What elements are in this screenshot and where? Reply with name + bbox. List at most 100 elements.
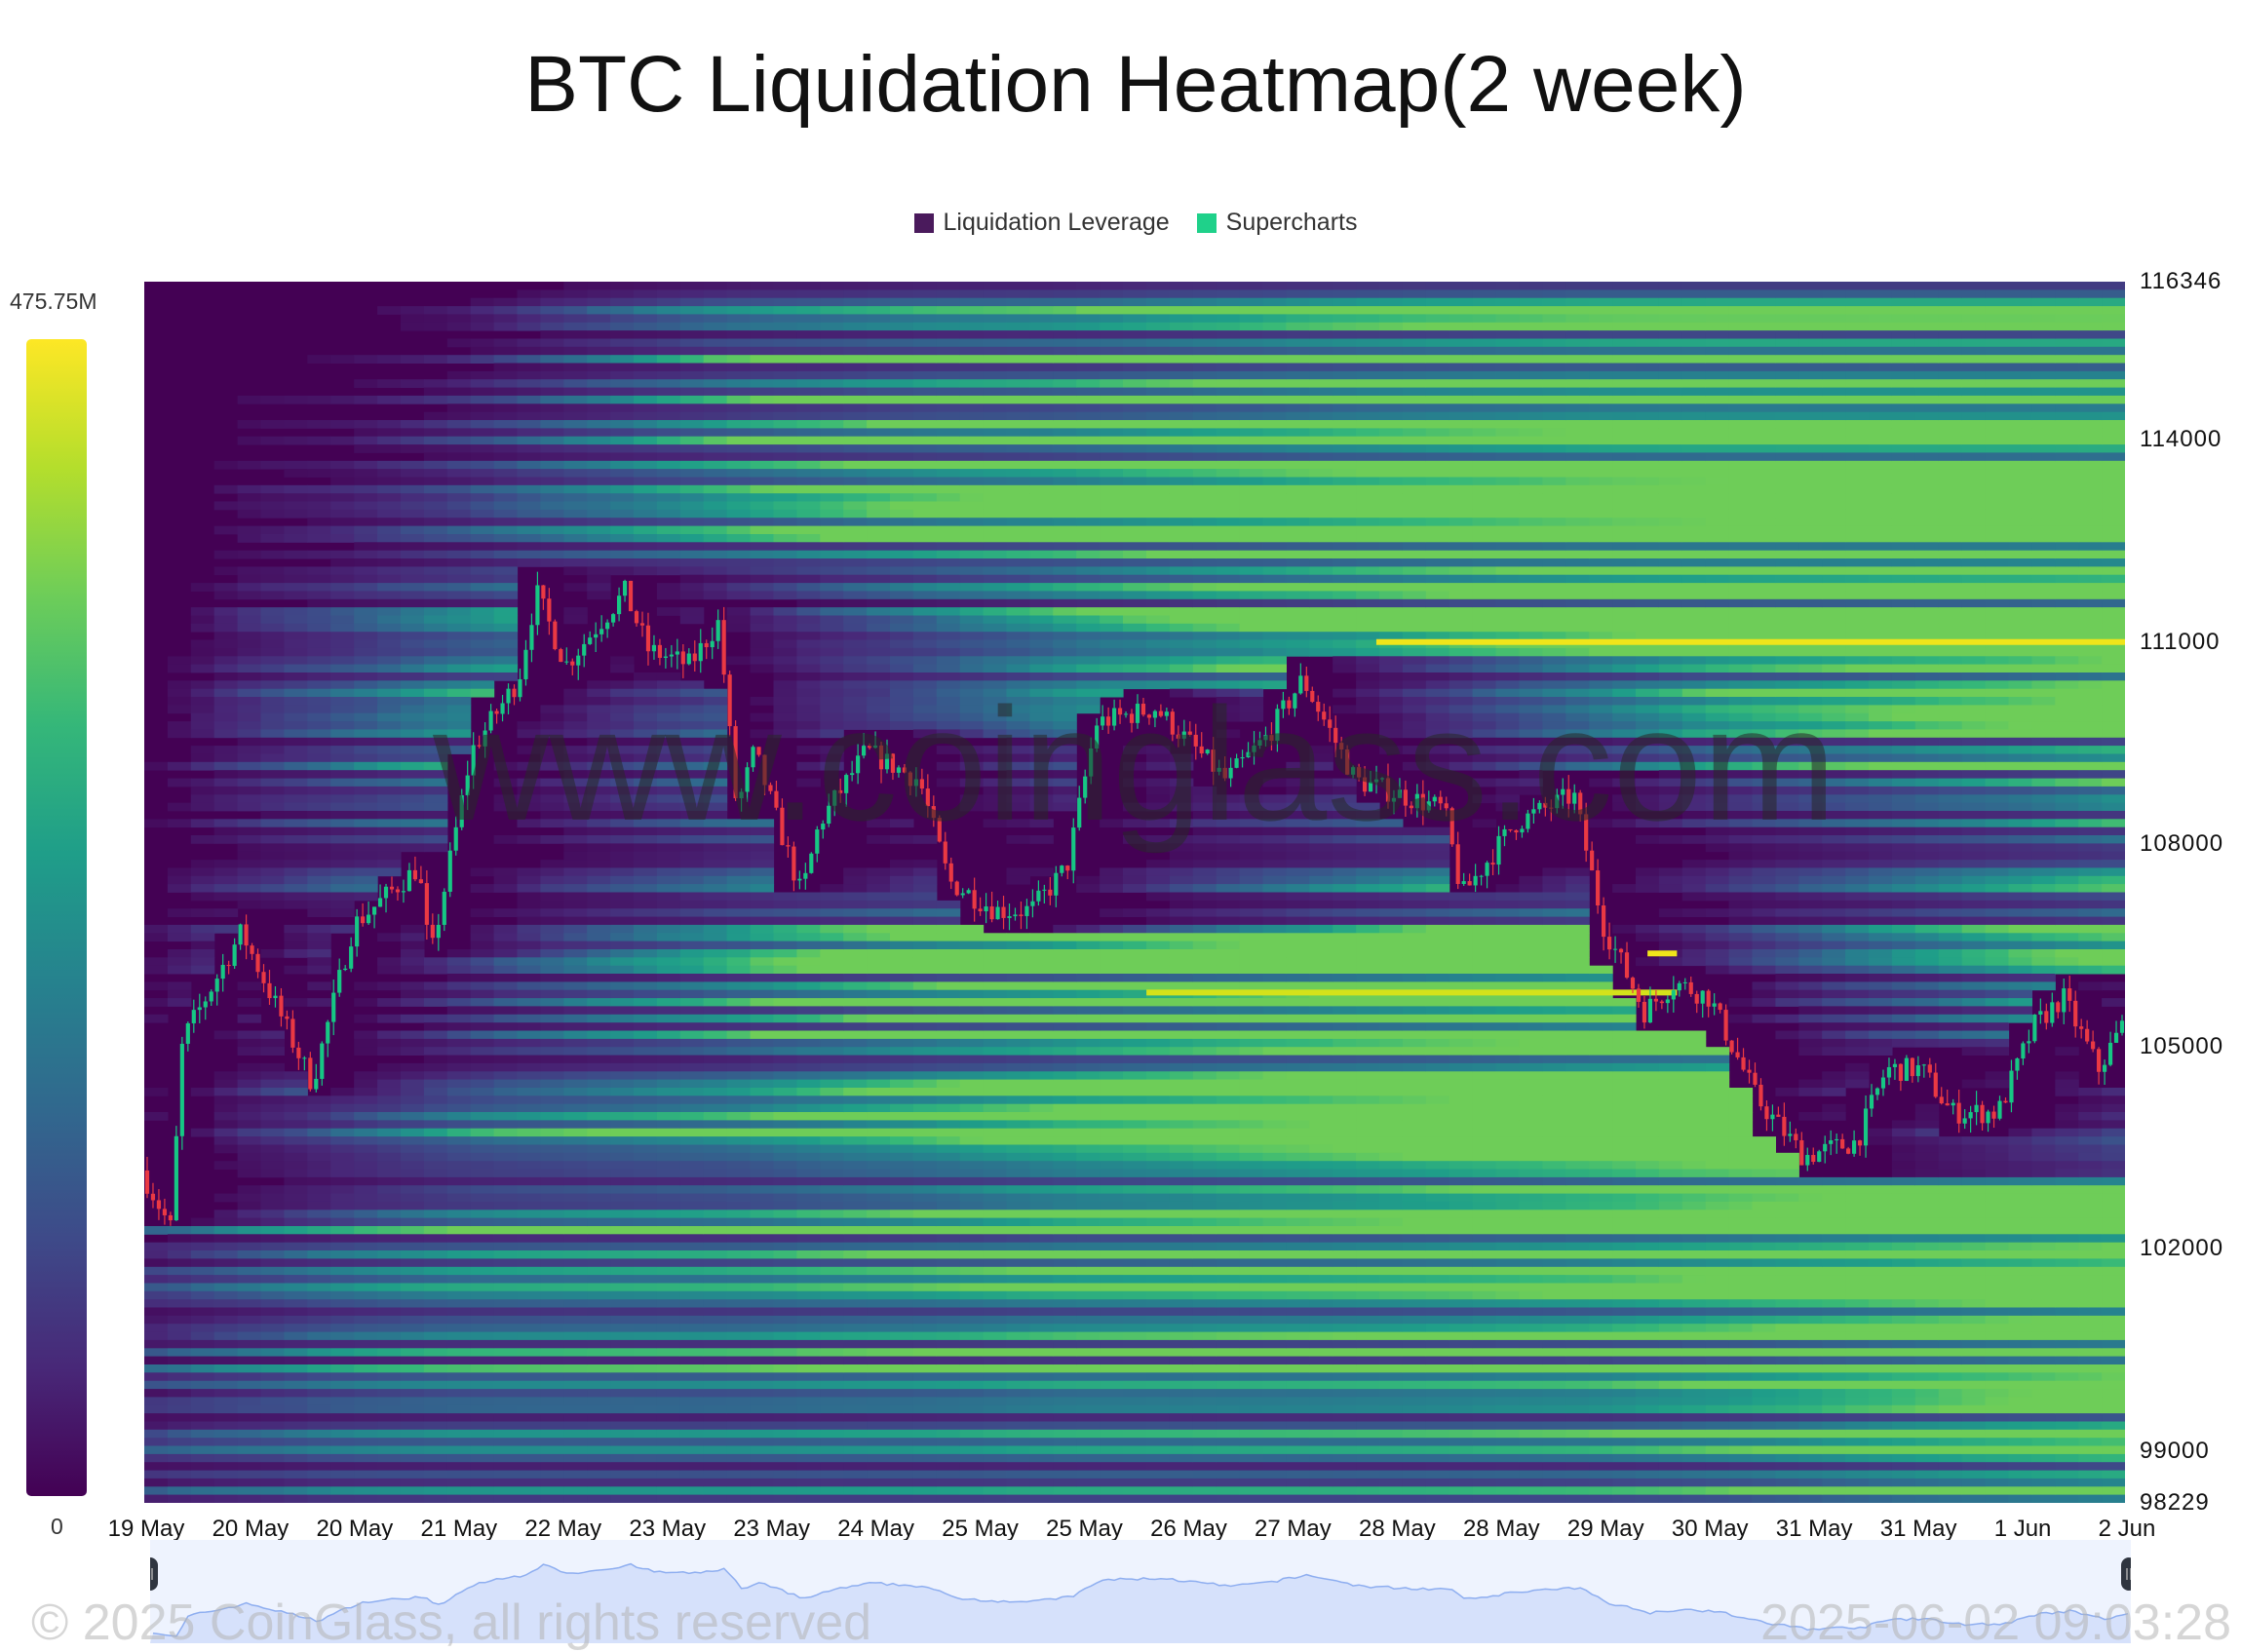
heatmap-cell [750,835,775,844]
heatmap-cell [423,1438,448,1446]
heatmap-cell [703,566,728,576]
legend-item-liquidation-leverage[interactable]: Liquidation Leverage [913,209,1170,237]
heatmap-cell [773,632,797,640]
heatmap-cell [959,1047,985,1056]
heatmap-cell [377,1445,402,1455]
heatmap-cell [1006,1185,1030,1194]
heatmap-cell [610,1193,635,1203]
heatmap-cell [867,1136,891,1145]
heatmap-cell [656,1006,681,1016]
heatmap-cell [307,460,331,470]
heatmap-cell [1076,346,1101,356]
heatmap-cell [867,1152,891,1162]
heatmap-cell [773,1486,797,1496]
heatmap-cell [446,566,472,576]
heatmap-cell [260,1445,285,1455]
heatmap-cell [563,900,588,909]
heatmap-cell [517,1014,541,1023]
heatmap-cell [284,867,308,877]
legend-item-supercharts[interactable]: Supercharts [1196,209,1357,237]
heatmap-cell [260,1421,285,1431]
heatmap-cell [213,1397,239,1406]
heatmap-cell [401,1103,425,1113]
heatmap-cell [959,444,985,453]
heatmap-plot[interactable] [144,282,2125,1503]
heatmap-cell [750,819,775,828]
heatmap-cell [726,1128,752,1137]
heatmap-cell [377,525,402,535]
heatmap-cell [401,811,425,820]
heatmap-cell [587,786,611,795]
heatmap-cell [167,1397,192,1406]
heatmap-cell [726,1266,752,1276]
heatmap-cell [587,1152,611,1162]
heatmap-cell [983,1462,1008,1471]
heatmap-cell [1029,1120,1054,1130]
heatmap-cell [773,1120,797,1130]
heatmap-cell [446,518,472,526]
heatmap-cell [959,1062,985,1072]
heatmap-cell [493,794,519,804]
heatmap-cell [750,1331,775,1341]
heatmap-cell [610,680,635,690]
heatmap-cell [912,1169,938,1178]
heatmap-cell [587,363,611,372]
heatmap-cell [307,420,331,429]
heatmap-cell [634,314,658,324]
heatmap-cell [843,1144,868,1154]
heatmap-cell [563,297,588,307]
heatmap-cell [890,867,914,877]
heatmap-cell [726,607,752,616]
heatmap-cell [423,1356,448,1365]
heatmap-cell [284,688,308,698]
heatmap-cell [679,525,705,535]
heatmap-cell [820,933,844,942]
heatmap-cell [517,802,541,812]
heatmap-cell [213,786,239,795]
heatmap-cell [679,1275,705,1284]
heatmap-cell [634,1210,658,1219]
heatmap-cell [237,647,262,657]
heatmap-cell [1029,786,1054,795]
heatmap-cell [843,306,868,315]
heatmap-cell [423,518,448,526]
heatmap-cell [656,819,681,828]
heatmap-cell [703,501,728,511]
heatmap-cell [540,330,564,339]
heatmap-cell [610,1404,635,1414]
heatmap-cell [377,933,402,942]
heatmap-cell [796,900,821,909]
heatmap-cell [237,1088,262,1096]
heatmap-cell [540,484,564,494]
heatmap-cell [354,591,378,600]
heatmap-cell [679,1030,705,1040]
heatmap-cell [563,1152,588,1162]
heatmap-cell [1053,452,1077,462]
heatmap-cell [354,1258,378,1268]
heatmap-cell [237,843,262,853]
heatmap-cell [213,819,239,828]
heatmap-cell [890,428,914,438]
heatmap-cell [796,1494,821,1503]
heatmap-cell [307,1201,331,1210]
heatmap-cell [867,875,891,885]
heatmap-cell [493,1299,519,1308]
heatmap-cell [377,1356,402,1365]
heatmap-cell [190,647,215,657]
heatmap-cell [726,1226,752,1235]
heatmap-cell [610,1088,635,1096]
heatmap-cell [1029,933,1054,942]
heatmap-cell [1006,558,1030,567]
heatmap-cell [330,1234,355,1244]
heatmap-cell [1076,518,1101,526]
heatmap-cell [867,338,891,348]
colorbar[interactable] [26,339,87,1496]
heatmap-cell [493,639,519,649]
heatmap-cell [679,306,705,315]
heatmap-cell [517,974,541,982]
heatmap-cell [1053,1315,1077,1325]
heatmap-cell [1029,1185,1054,1194]
heatmap-cell [517,835,541,844]
heatmap-cell [726,591,752,600]
heatmap-cell [493,1030,519,1040]
